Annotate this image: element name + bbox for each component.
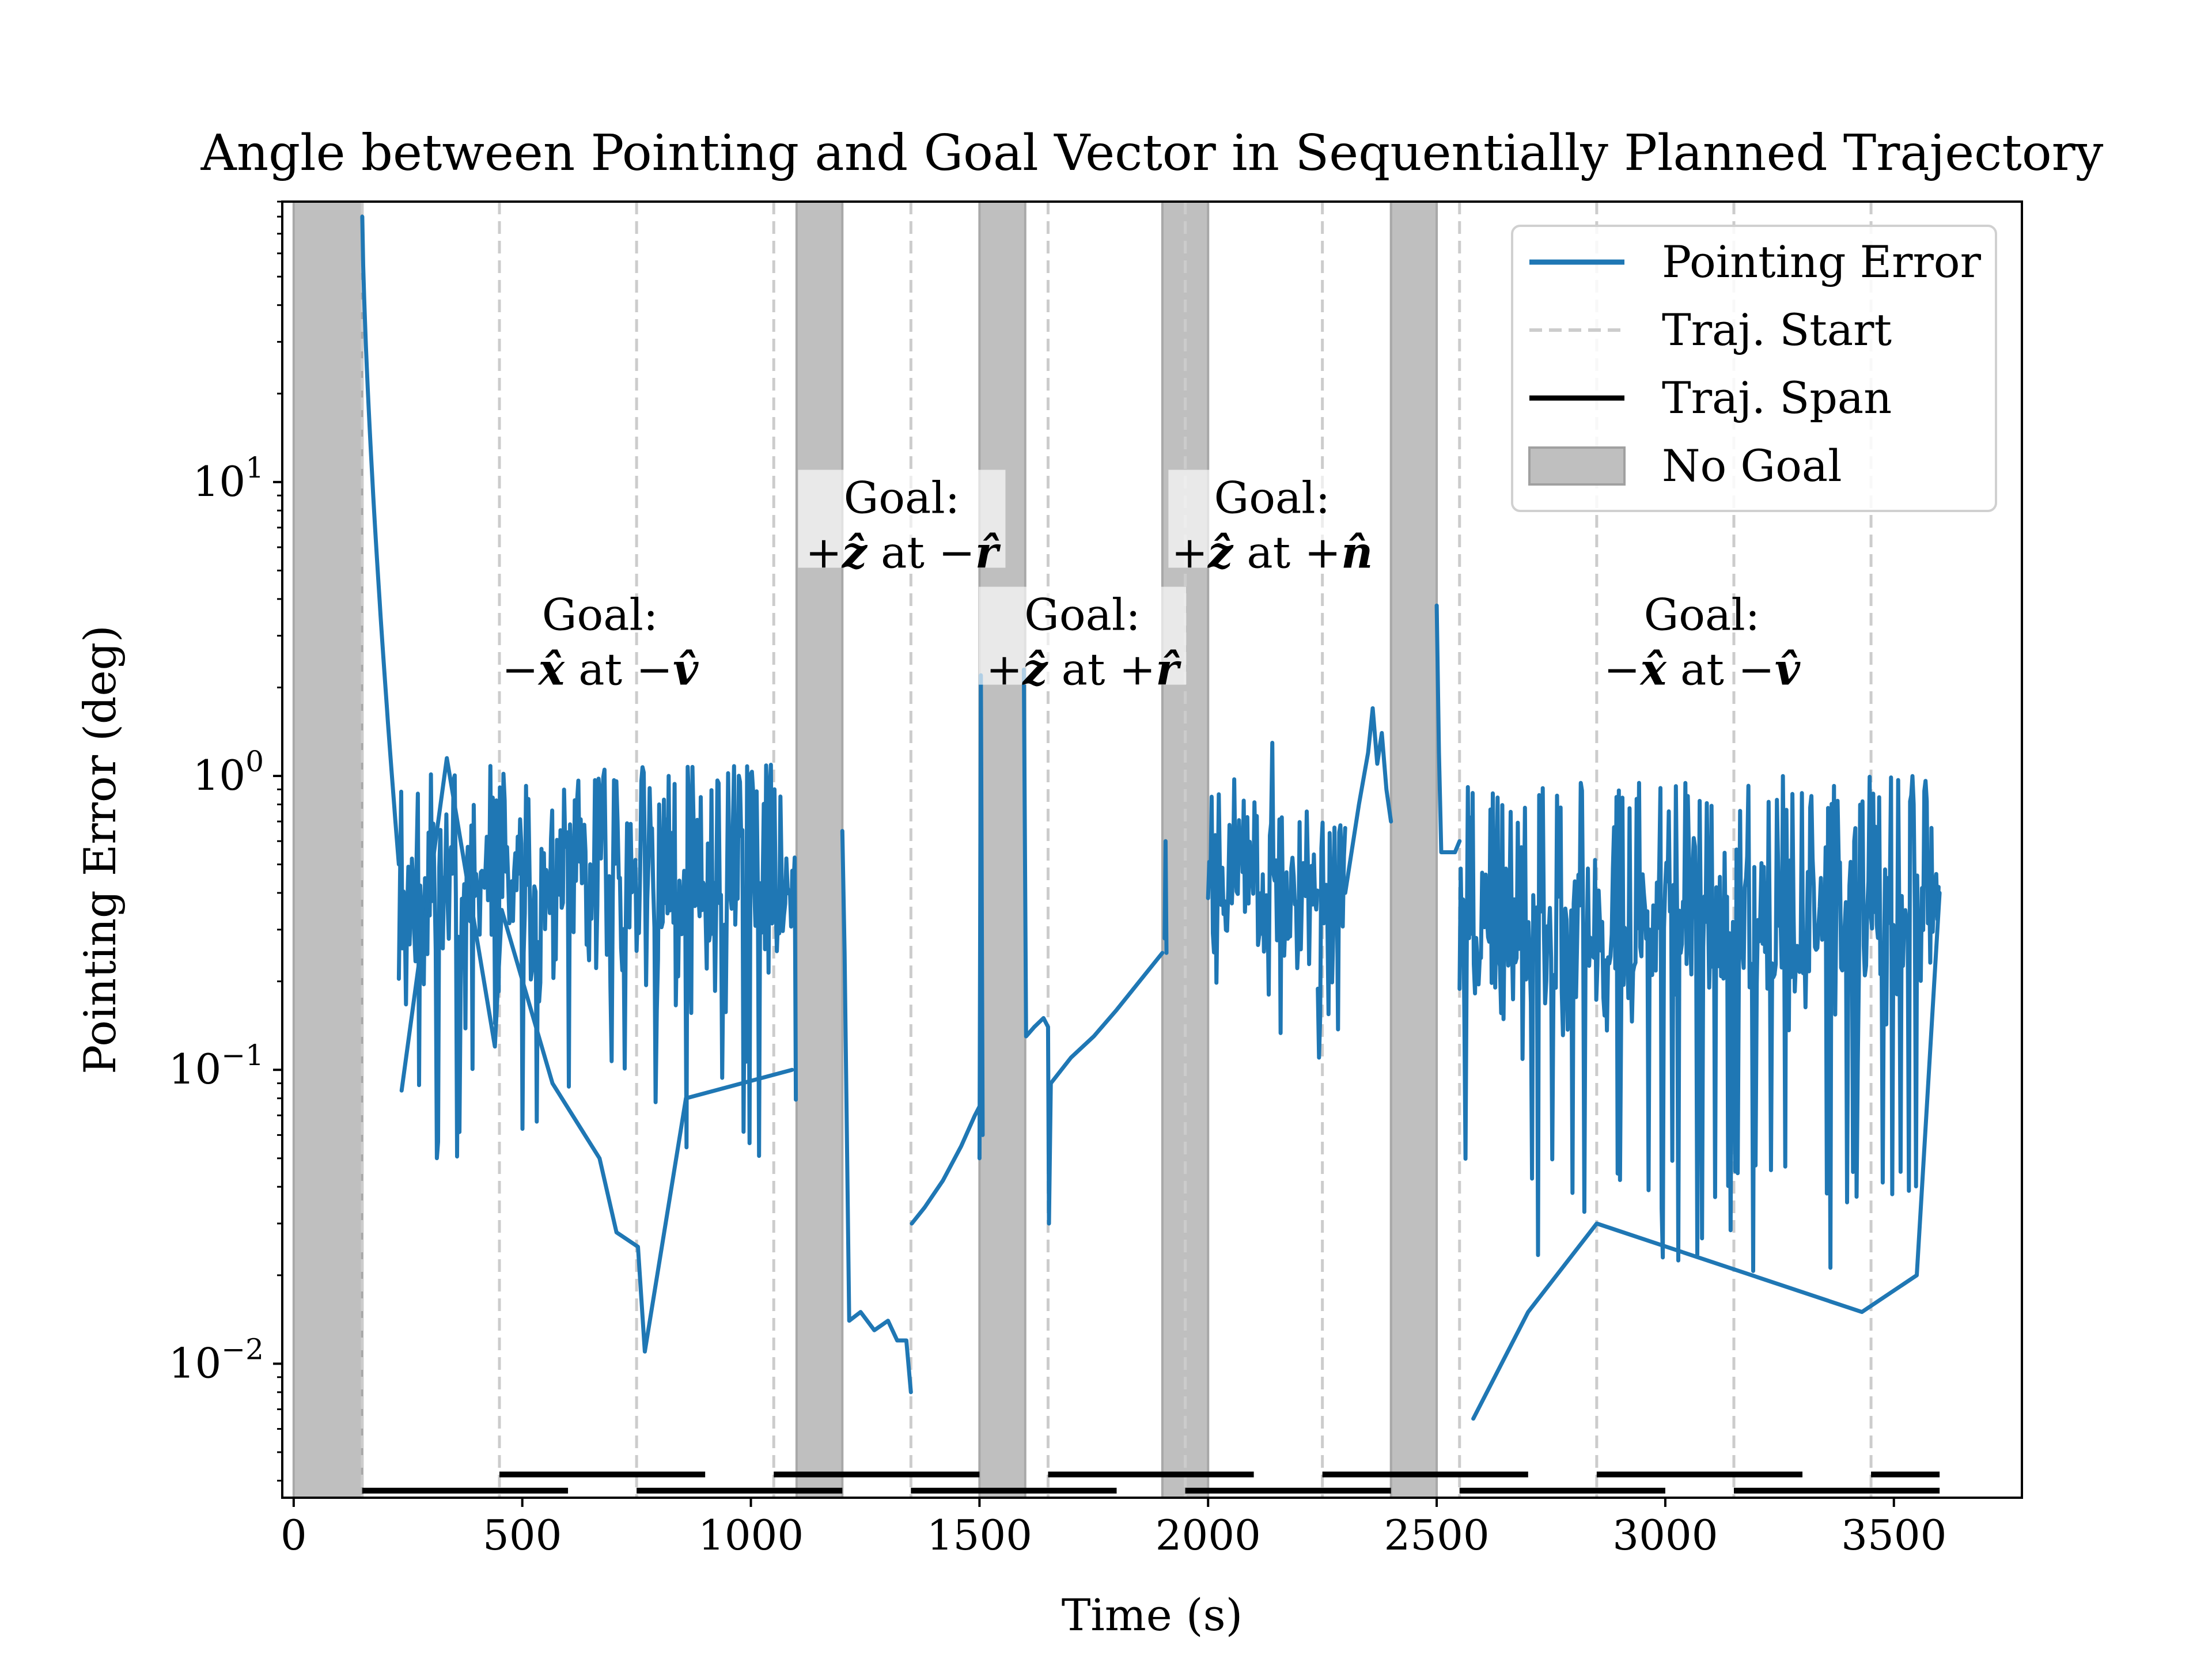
annotation-box [1168,469,1376,568]
y-axis-label: Pointing Error (deg) [74,625,126,1074]
pointing-error-line [1316,820,1347,1060]
annotation-text: at [565,644,636,695]
annotation-text: − [1604,644,1641,695]
no-goal-band [795,202,844,1498]
x-tick-label: 3000 [1612,1511,1718,1559]
chart-title: Angle between Pointing and Goal Vector i… [200,124,2104,182]
y-tick-exponent: −1 [221,1039,264,1072]
annotation-box [978,586,1186,685]
annotation-text: + [805,527,842,578]
annotation-vector: n̂ [1341,527,1373,578]
pointing-error-line [1457,774,1941,1273]
annotation-title: Goal: [1644,589,1760,641]
x-tick-label: 3500 [1841,1511,1946,1559]
annotation-goal: −x̂ at −v̂ [502,644,699,695]
annotation-text: − [938,527,975,578]
pointing-error-line [360,214,401,867]
annotation-text: − [1738,644,1775,695]
annotation-vector: ẑ [1021,644,1048,695]
annotation-text: at [1233,527,1304,578]
x-tick-label: 1000 [698,1511,804,1559]
annotation-goal: −x̂ at −v̂ [1604,644,1801,695]
series-layer [360,214,1942,1421]
legend-frame [1511,225,1997,512]
annotation-title: Goal: [1214,472,1330,524]
pointing-error-line [840,829,913,1395]
annotation-vector: x̂ [1639,644,1668,695]
annotation-text: at [1666,644,1738,695]
legend-swatch [1528,446,1626,486]
annotation-goal: +ẑ at +n̂ [1171,527,1373,578]
y-tick-label: 101 [193,451,264,506]
annotation-vector: v̂ [673,644,699,695]
annotation-vector: v̂ [1775,644,1801,695]
annotation-vector: r̂ [1156,644,1181,695]
pointing-error-line [910,1104,982,1226]
annotation-text: − [636,644,673,695]
annotation-title: Goal: [1024,589,1141,641]
pointing-error-line [1021,668,1053,1226]
pointing-error-line [1434,603,1462,854]
annotation-text: at [867,527,938,578]
annotation-title: Goal: [844,472,960,524]
x-axis: 0 500 1000 1500 2000 2500 3000 3500 [281,1498,1946,1559]
x-tick-label: 2500 [1384,1511,1489,1559]
pointing-error-line [399,756,794,1354]
legend-label: Traj. Start [1662,304,1892,355]
y-tick-exponent: −2 [221,1332,264,1366]
x-tick-label: 1500 [927,1511,1032,1559]
annotation-goal: +ẑ at −r̂ [805,527,1001,578]
no-goal-band [1389,202,1438,1498]
annotation-text: − [502,644,539,695]
pointing-error-line [1206,741,1320,1035]
pointing-error-line [396,763,798,1161]
y-tick-base: 10 [169,1045,222,1093]
x-tick-label: 2000 [1156,1511,1261,1559]
traj-span-layer [362,1471,1940,1494]
annotation-title: Goal: [542,589,658,641]
pointing-error-line [1343,706,1393,895]
annotation-text: + [1119,644,1156,695]
legend: Pointing Error Traj. Start Traj. Span No Go… [1511,225,1997,512]
y-tick-label: 10−1 [169,1039,264,1093]
annotation-vector: ẑ [841,527,868,578]
y-tick-exponent: 1 [245,451,264,484]
annotation-text: + [1171,527,1208,578]
annotation-vector: ẑ [1207,527,1234,578]
annotation-box [798,469,1006,568]
y-tick-base: 10 [169,1339,222,1387]
plot-frame [281,200,2023,1499]
no-goal-band [292,202,363,1498]
annotation-text: + [986,644,1023,695]
no-goal-layer [292,202,1438,1498]
annotation-text: + [1304,527,1341,578]
annotation-vector: r̂ [975,527,1001,578]
pointing-error-line [977,673,985,1161]
legend-label: Traj. Span [1662,372,1892,423]
annotation-layer: Goal:−x̂ at −v̂Goal:+ẑ at −r̂Goal:+ẑ at … [502,469,1801,695]
pointing-error-line [1162,839,1169,955]
y-tick-label: 10−2 [169,1332,264,1387]
y-tick-base: 10 [193,457,246,506]
legend-label: No Goal [1662,440,1842,491]
x-tick-label: 0 [281,1511,307,1559]
annotation-goal: +ẑ at +r̂ [986,644,1182,695]
legend-label: Pointing Error [1662,236,1982,287]
y-tick-base: 10 [193,751,246,800]
x-axis-label: Time (s) [1062,1589,1243,1641]
plot-area: Goal:−x̂ at −v̂Goal:+ẑ at −r̂Goal:+ẑ at … [292,202,1942,1498]
annotation-text: at [1047,644,1119,695]
y-tick-label: 100 [193,745,264,800]
pointing-error-line [1471,891,1942,1421]
annotation-vector: x̂ [537,644,566,695]
pointing-error-line [1048,950,1165,1086]
no-goal-band [978,202,1027,1498]
y-tick-exponent: 0 [245,745,264,778]
x-tick-label: 500 [483,1511,562,1559]
